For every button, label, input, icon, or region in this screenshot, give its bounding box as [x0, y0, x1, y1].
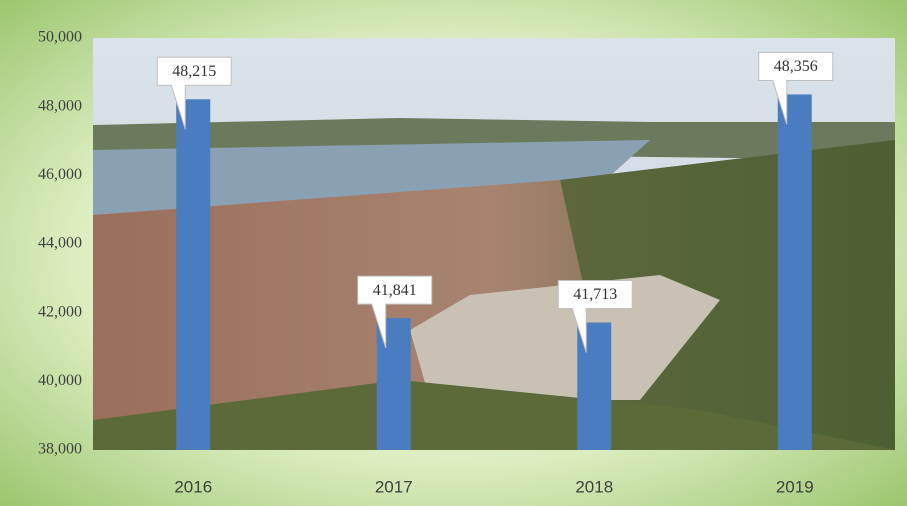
bar — [778, 94, 812, 450]
y-tick-label: 50,000 — [38, 29, 82, 46]
value-label: 48,356 — [774, 58, 818, 75]
bar — [377, 318, 411, 450]
y-tick-label: 48,000 — [38, 97, 82, 114]
value-label: 48,215 — [172, 63, 216, 80]
chart: 38,000 40,000 42,000 44,000 46,000 48,000 50,0… — [0, 0, 907, 506]
value-label: 41,841 — [373, 282, 417, 299]
x-tick-label: 2016 — [174, 477, 212, 496]
y-tick-label: 38,000 — [38, 441, 82, 458]
value-label: 41,713 — [573, 286, 617, 303]
y-tick-label: 44,000 — [38, 235, 82, 252]
y-tick-label: 46,000 — [38, 166, 82, 183]
y-tick-label: 40,000 — [38, 372, 82, 389]
x-tick-label: 2018 — [575, 477, 613, 496]
photo — [93, 38, 895, 450]
x-tick-label: 2019 — [776, 477, 814, 496]
y-tick-label: 42,000 — [38, 303, 82, 320]
x-tick-label: 2017 — [375, 477, 413, 496]
bar — [176, 99, 210, 450]
